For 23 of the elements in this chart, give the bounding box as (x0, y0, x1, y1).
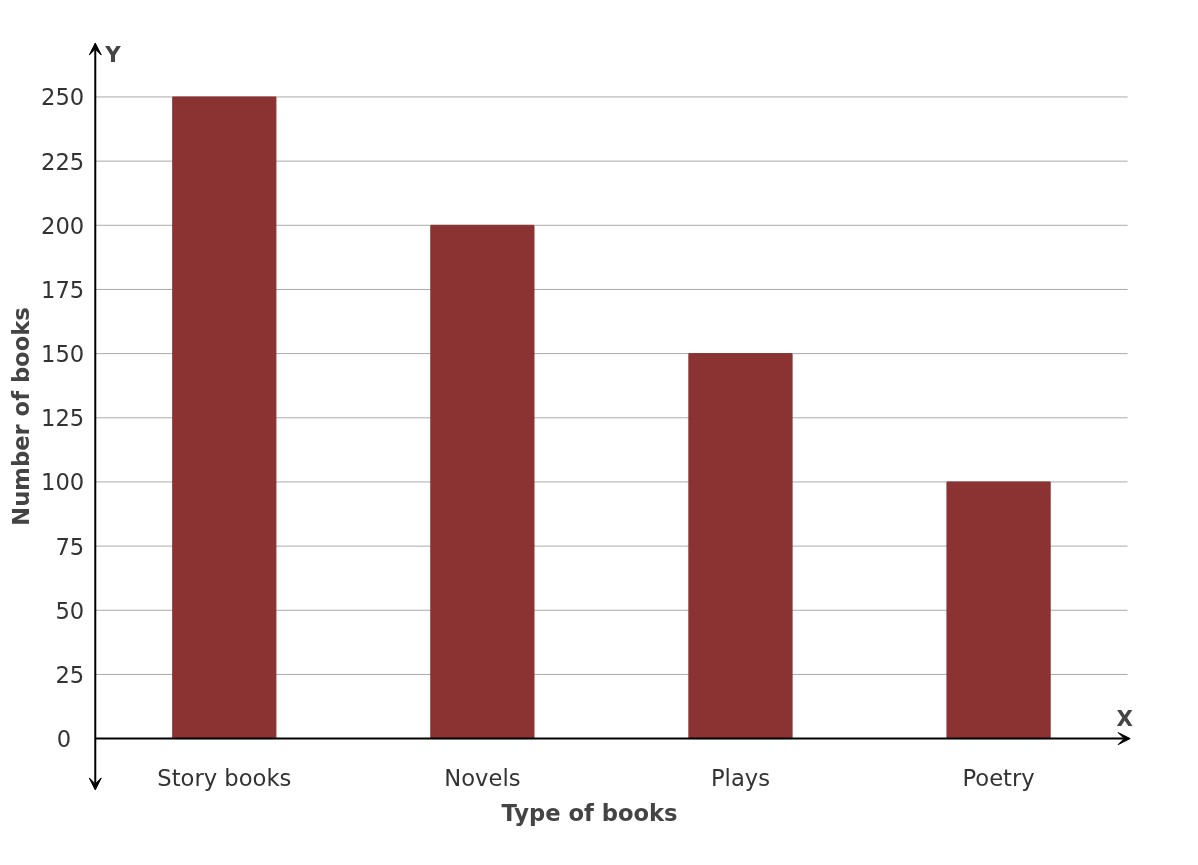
y-tick-label: 250 (41, 84, 85, 111)
y-tick-label: 50 (55, 597, 85, 624)
x-tick-label: Story books (157, 764, 292, 791)
y-tick-label: 150 (41, 341, 85, 368)
bar (430, 224, 535, 740)
y-axis-title: Number of books (7, 307, 34, 526)
y-tick-label: 100 (41, 469, 85, 496)
y-tick-label: 75 (55, 533, 85, 560)
x-tick-label: Poetry (962, 764, 1035, 791)
bar (946, 481, 1051, 740)
x-tick-label: Novels (444, 764, 521, 791)
y-tick-label: 25 (55, 661, 85, 688)
y-tick-label: 175 (41, 276, 85, 303)
y-tick-label: 200 (41, 212, 85, 239)
y-tick-label: 225 (41, 148, 85, 175)
annotation: Y (104, 41, 122, 67)
x-axis-title: Type of books (501, 799, 678, 826)
annotation: X (1116, 705, 1134, 731)
bar (688, 353, 793, 740)
y-tick-label: 125 (41, 405, 85, 432)
bar (172, 96, 277, 740)
x-tick-label: Plays (710, 764, 771, 791)
y-tick-label: 0 (56, 726, 72, 753)
